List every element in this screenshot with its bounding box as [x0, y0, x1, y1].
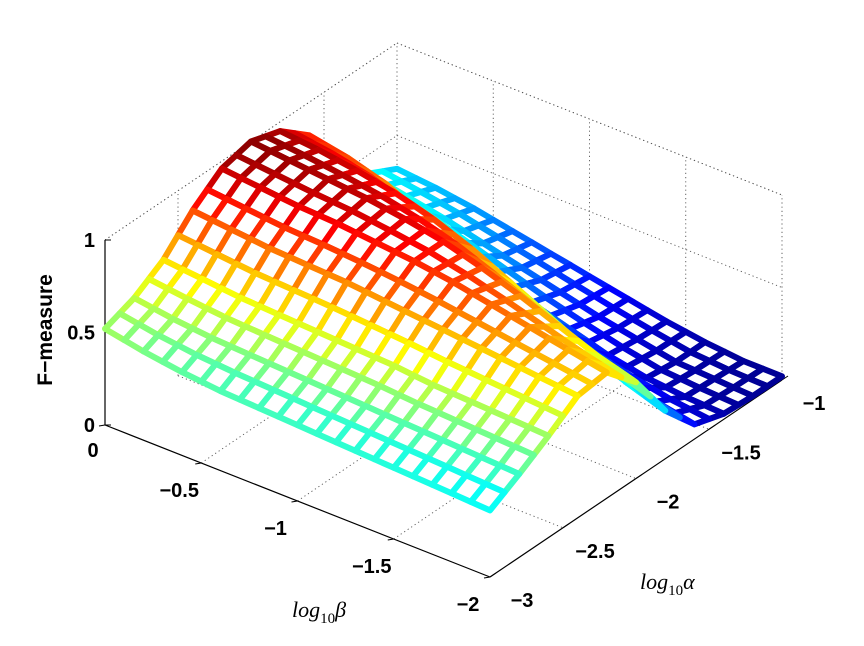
- x-tick-label: −3: [511, 590, 534, 612]
- z-axis-label: F−measure: [34, 274, 57, 385]
- x-axis-label-subscript: 10: [668, 583, 683, 599]
- y-tick-label: 0: [87, 440, 98, 462]
- y-tick-mark: [483, 576, 491, 579]
- y-axis-label-subscript: 10: [320, 611, 335, 627]
- x-tick-mark: [489, 572, 497, 578]
- z-tick-label: 0.5: [67, 323, 95, 345]
- x-axis-label-base: log: [640, 569, 668, 594]
- y-tick-label: −2: [457, 594, 480, 616]
- x-tick-mark: [708, 424, 716, 430]
- x-tick-mark: [635, 474, 643, 479]
- x-tick-label: −1.5: [721, 442, 760, 464]
- y-tick-label: −0.5: [160, 480, 199, 502]
- y-tick-mark: [98, 424, 106, 427]
- y-tick-mark: [387, 538, 394, 541]
- y-tick-label: −1.5: [352, 556, 391, 578]
- x-axis-label: log10α: [640, 569, 695, 599]
- y-axis-label-symbol: β: [334, 597, 346, 622]
- surface-mesh: [102, 128, 785, 514]
- surface-cell: [467, 480, 508, 514]
- y-axis-label: log10β: [292, 597, 346, 627]
- y-tick-mark: [291, 500, 298, 503]
- z-tick-label: 1: [84, 230, 95, 252]
- side-wall-grid-z-0: [396, 135, 783, 288]
- y-tick-mark: [195, 462, 202, 465]
- axis-lines: [98, 239, 789, 579]
- side-wall-grid-z-1: [396, 42, 783, 196]
- tick-labels: −3 −2.5 −2 −1.5 −1 0 −0.5 −1 −1.5 −2 0 0.5 1: [67, 230, 825, 616]
- y-axis-label-base: log: [292, 597, 320, 622]
- x-tick-label: −2: [657, 492, 680, 514]
- y-tick-label: −1: [264, 518, 287, 540]
- x-tick-label: −1: [803, 393, 826, 415]
- x-tick-label: −2.5: [575, 541, 614, 563]
- z-tick-label: 0: [84, 415, 95, 437]
- x-tick-mark: [562, 523, 570, 529]
- x-axis-label-symbol: α: [683, 569, 695, 594]
- x-tick-mark: [781, 375, 789, 381]
